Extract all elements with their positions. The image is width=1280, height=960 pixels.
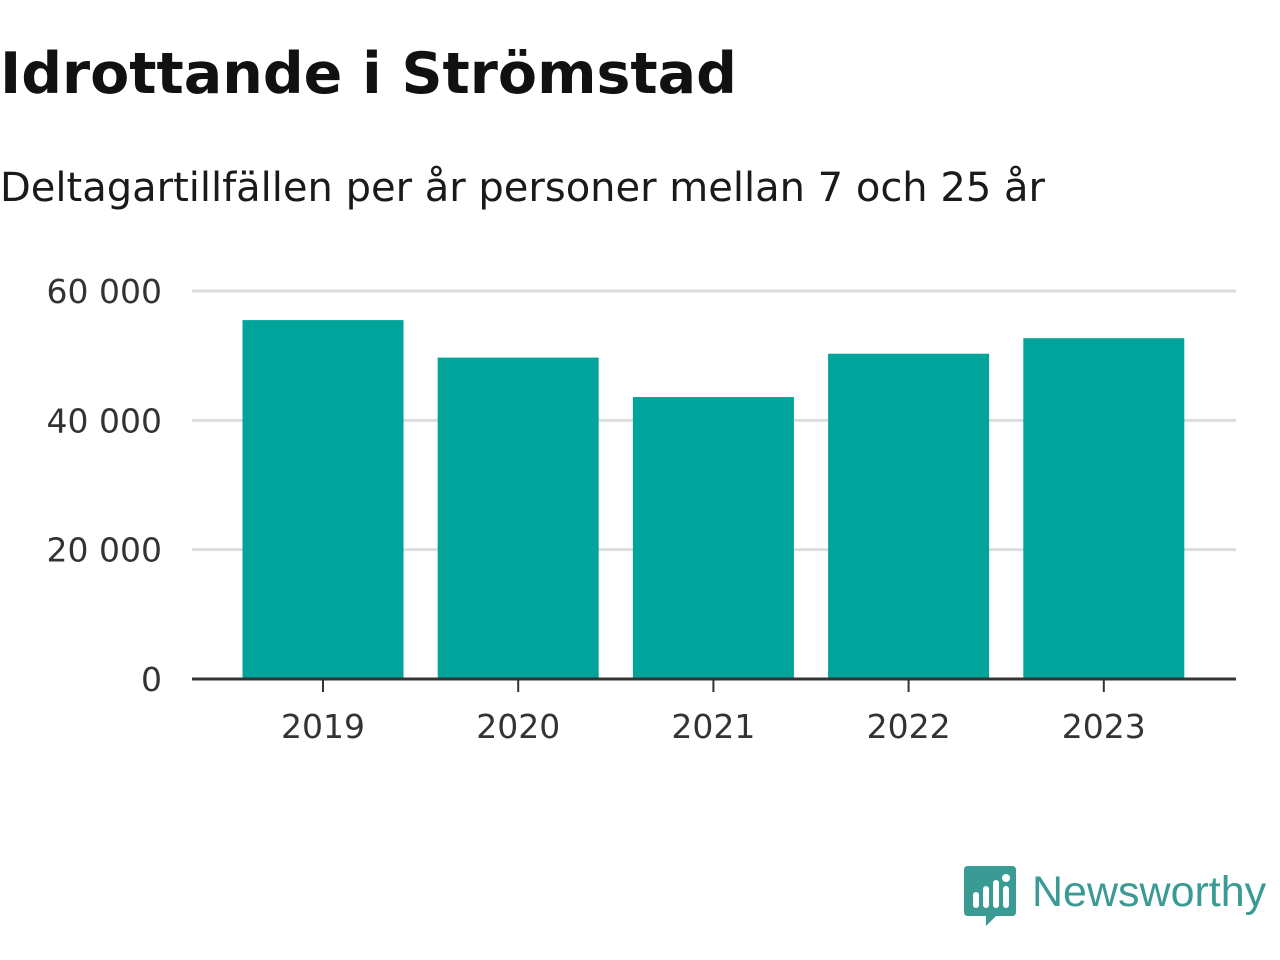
chart-title: Idrottande i Strömstad bbox=[0, 41, 737, 107]
bar-2019 bbox=[242, 320, 404, 679]
y-tick-label: 20 000 bbox=[47, 531, 162, 570]
bars bbox=[242, 320, 1185, 679]
newsworthy-logo-icon bbox=[964, 866, 1016, 926]
x-tick-label: 2022 bbox=[867, 707, 951, 746]
x-tick-label: 2021 bbox=[671, 707, 755, 746]
x-tick-label: 2023 bbox=[1062, 707, 1146, 746]
y-tick-label: 60 000 bbox=[47, 272, 162, 311]
y-tick-label: 0 bbox=[141, 660, 162, 699]
bar-2022 bbox=[828, 353, 990, 679]
brand-logo: Newsworthy bbox=[964, 866, 1266, 926]
axes bbox=[192, 677, 1236, 692]
tick-labels: 0 20 000 40 000 60 000 2019 2020 2021 2022 2023 bbox=[47, 272, 1146, 746]
bar-2023 bbox=[1023, 338, 1185, 679]
brand-name: Newsworthy bbox=[1032, 868, 1267, 916]
bar-2021 bbox=[632, 397, 794, 679]
chart-subtitle: Deltagartillfällen per år personer mella… bbox=[0, 165, 1045, 211]
x-tick-label: 2019 bbox=[281, 707, 365, 746]
y-tick-label: 40 000 bbox=[47, 401, 162, 440]
x-tick-label: 2020 bbox=[476, 707, 560, 746]
bar-2020 bbox=[437, 357, 599, 679]
